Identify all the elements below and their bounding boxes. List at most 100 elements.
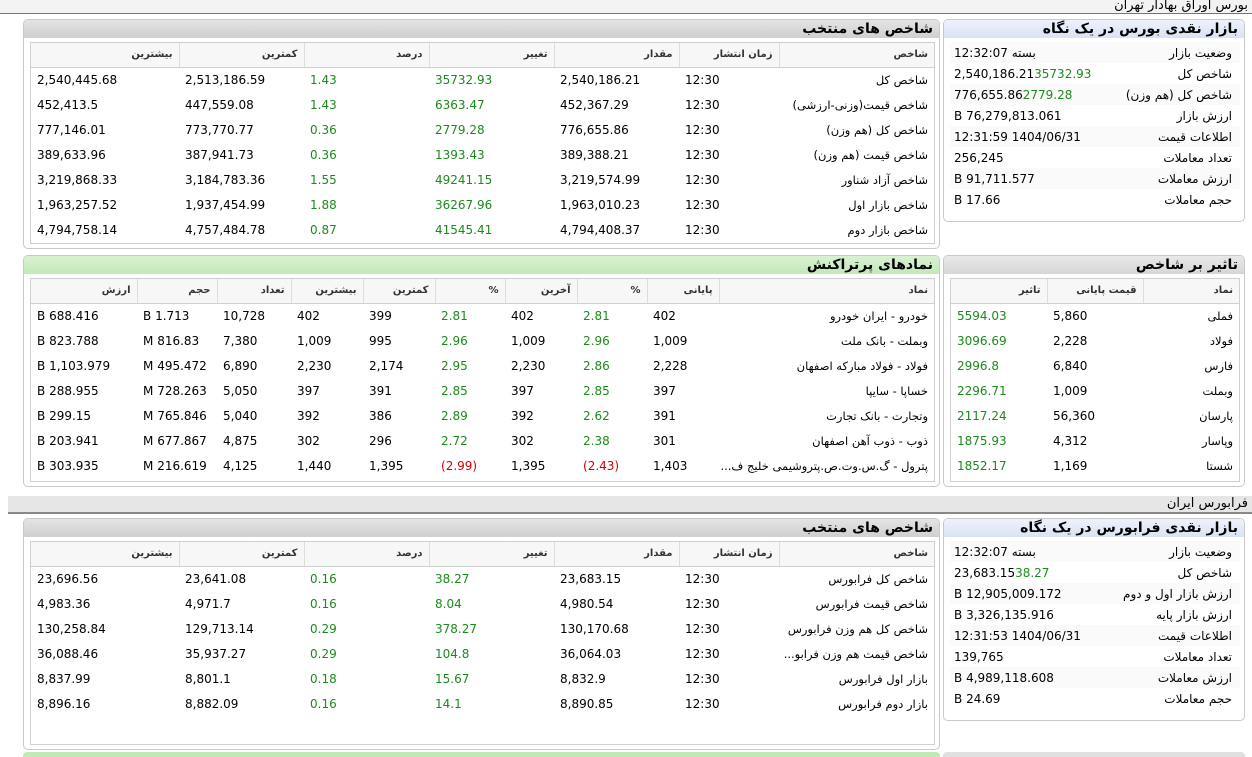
column-header[interactable]: تغییر — [428, 542, 554, 567]
glance-value: 4,989,118.608 B — [954, 670, 1054, 685]
column-header[interactable]: زمان انتشار — [678, 542, 779, 567]
table-row[interactable]: وپاسار 4,312 1875.93 — [951, 428, 1239, 453]
cell-high: 4,983.36 — [37, 596, 91, 611]
column-header[interactable]: مقدار — [553, 43, 679, 68]
glance-value: 24.69 B — [954, 691, 1001, 706]
column-header[interactable]: بیشترین — [31, 43, 179, 68]
cell-value: 23,683.15 — [560, 571, 622, 586]
cell-high: 1,963,257.52 — [37, 197, 118, 212]
cell-name: شاخص قیمت هم وزن فرابو... — [783, 646, 928, 661]
column-header[interactable]: تعداد — [216, 279, 291, 304]
column-header[interactable]: تاثیر — [951, 279, 1047, 304]
table-row[interactable]: شاخص بازار اول 12:30 1,963,010.23 36267.96 1… — [31, 192, 934, 217]
cell-name: شاخص کل (هم وزن) — [826, 122, 928, 137]
cell-time: 12:30 — [685, 97, 720, 112]
table-row[interactable]: فولاد - فولاد مبارکه اصفهان 2,228 2.86 2,23… — [31, 353, 934, 378]
column-header[interactable]: آخرین — [504, 279, 577, 304]
table-row[interactable]: شاخص قیمت هم وزن فرابو... 12:30 36,064.03 1… — [31, 641, 934, 666]
glance-row: شاخص کل 38.2723,683.15 — [950, 562, 1240, 583]
glance-row: حجم معاملات 24.69 B — [950, 688, 1240, 709]
cell-count: 4,125 — [223, 458, 258, 473]
column-header[interactable]: نماد — [1142, 279, 1239, 304]
column-header[interactable]: ارزش — [31, 279, 137, 304]
cell-name: بازار اول فرابورس — [838, 671, 928, 686]
cell-high: 302 — [297, 433, 320, 448]
table-row[interactable]: شاخص کل (هم وزن) 12:30 776,655.86 2779.28 0.… — [31, 117, 934, 142]
glance-label: تعداد معاملات — [1163, 150, 1232, 165]
table-row[interactable]: فولاد 2,228 3096.69 — [951, 328, 1239, 353]
cell-name: شاخص بازار دوم — [847, 222, 928, 237]
cell-low: 995 — [369, 333, 392, 348]
table-row[interactable]: شاخص قیمت(وزنی-ارزشی) 12:30 452,367.29 6363… — [31, 92, 934, 117]
column-header[interactable]: مقدار — [553, 542, 679, 567]
cell-percent: 1.88 — [310, 197, 337, 212]
table-row[interactable]: شستا 1,169 1852.17 — [951, 453, 1239, 478]
column-header[interactable]: % — [434, 279, 505, 304]
cell-time: 12:30 — [685, 696, 720, 711]
table-row[interactable]: شاخص کل فرابورس 12:30 23,683.15 38.27 0.16 23… — [31, 566, 934, 591]
cell-change: 35732.93 — [435, 72, 493, 87]
table-row[interactable]: شاخص قیمت (هم وزن) 12:30 389,388.21 1393.43… — [31, 142, 934, 167]
table-row[interactable]: بازار اول فرابورس 12:30 8,832.9 15.67 0.18 8,… — [31, 666, 934, 691]
table-row[interactable]: شاخص آزاد شناور 12:30 3,219,574.99 49241.15… — [31, 167, 934, 192]
cell-low: 386 — [369, 408, 392, 423]
column-header[interactable]: درصد — [303, 542, 429, 567]
table-row[interactable]: وتجارت - بانک تجارت 391 2.62 392 2.89 386 392 5… — [31, 403, 934, 428]
cell-count: 10,728 — [223, 308, 265, 323]
column-header[interactable]: تغییر — [428, 43, 554, 68]
table-row[interactable]: شاخص کل 12:30 2,540,186.21 35732.93 1.43 2,51… — [31, 67, 934, 92]
column-header[interactable]: نماد — [718, 279, 934, 304]
cell-last-pct: 2.89 — [441, 408, 468, 423]
column-header[interactable]: کمترین — [362, 279, 435, 304]
table-row[interactable]: خودرو - ایران خودرو 402 2.81 402 2.81 399 402 1… — [31, 303, 934, 328]
column-header[interactable]: شاخص — [778, 542, 934, 567]
cell-value: 303.935 B — [37, 458, 99, 473]
table-row[interactable]: بازار دوم فرابورس 12:30 8,890.85 14.1 0.16 8,… — [31, 691, 934, 716]
cell-name: شاخص قیمت (هم وزن) — [813, 147, 928, 162]
glance-change: 2779.28 — [1022, 87, 1073, 102]
column-header[interactable]: حجم — [136, 279, 217, 304]
cell-high: 1,440 — [297, 458, 332, 473]
column-header[interactable]: % — [576, 279, 647, 304]
cell-close-pct: 2.85 — [583, 383, 610, 398]
column-header[interactable]: کمترین — [178, 43, 304, 68]
cell-volume: 1.713 B — [143, 308, 190, 323]
cell-name: شاخص کل فرابورس — [828, 571, 928, 586]
table-row[interactable]: فارس 6,840 2996.8 — [951, 353, 1239, 378]
cell-time: 12:30 — [685, 671, 720, 686]
glance-value-cell: 256,245 — [950, 147, 1103, 168]
table-row[interactable]: شاخص قیمت فرابورس 12:30 4,980.54 8.04 0.16 4,… — [31, 591, 934, 616]
cell-count: 4,875 — [223, 433, 258, 448]
cell-percent: 0.36 — [310, 147, 337, 162]
column-header[interactable]: بیشترین — [31, 542, 179, 567]
column-header[interactable]: بیشترین — [290, 279, 363, 304]
column-header[interactable]: قیمت پایانی — [1046, 279, 1143, 304]
fara-indices-table: شاخص زمان انتشار مقدار تغییر درصد کمترین بیشتر… — [31, 542, 934, 716]
cell-price: 4,312 — [1053, 433, 1088, 448]
cell-close: 301 — [653, 433, 676, 448]
column-header[interactable]: درصد — [303, 43, 429, 68]
cell-high: 36,088.46 — [37, 646, 99, 661]
glance-row: ارزش معاملات 4,989,118.608 B — [950, 667, 1240, 688]
cell-value: 8,890.85 — [560, 696, 614, 711]
glance-change: 38.27 — [1015, 565, 1050, 580]
table-row[interactable]: پترول - گ.س.وت.ص.پتروشیمی خلیج ف... 1,403… — [31, 453, 934, 478]
cell-low: 773,770.77 — [185, 122, 254, 137]
cell-time: 12:30 — [685, 571, 720, 586]
column-header[interactable]: زمان انتشار — [678, 43, 779, 68]
table-row[interactable]: وبملت - بانک ملت 1,009 2.96 1,009 2.96 995 1,0… — [31, 328, 934, 353]
table-row[interactable]: وبملت 1,009 2296.71 — [951, 378, 1239, 403]
column-header[interactable]: پایانی — [646, 279, 719, 304]
table-row[interactable]: شاخص بازار دوم 12:30 4,794,408.37 41545.41 0… — [31, 217, 934, 242]
table-row[interactable]: خساپا - سایپا 397 2.85 397 2.85 391 397 5,050 72… — [31, 378, 934, 403]
table-row[interactable]: فملی 5,860 5594.03 — [951, 303, 1239, 328]
column-header[interactable]: شاخص — [778, 43, 934, 68]
cell-close: 397 — [653, 383, 676, 398]
table-row[interactable]: ذوب - ذوب آهن اصفهان 301 2.38 302 2.72 296 302… — [31, 428, 934, 453]
table-row[interactable]: پارسان 56,360 2117.24 — [951, 403, 1239, 428]
column-header[interactable]: کمترین — [178, 542, 304, 567]
cell-close-pct: 2.81 — [583, 308, 610, 323]
cell-impact: 2996.8 — [957, 358, 999, 373]
table-row[interactable]: شاخص کل هم وزن فرابورس 12:30 130,170.68 378… — [31, 616, 934, 641]
cell-change: 2779.28 — [435, 122, 485, 137]
